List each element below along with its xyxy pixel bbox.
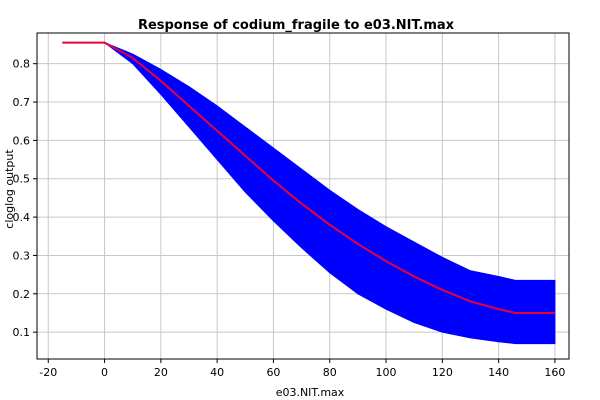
y-tick-label: 0.3 [13, 249, 31, 262]
x-tick-label: 160 [544, 366, 565, 379]
y-tick-label: 0.1 [13, 326, 31, 339]
x-tick-label: -20 [39, 366, 57, 379]
x-tick-label: 140 [488, 366, 509, 379]
plot-frame [36, 32, 570, 360]
mean-response-line [62, 41, 555, 314]
y-tick-label: 0.2 [13, 288, 31, 301]
x-tick-label: 60 [266, 366, 280, 379]
x-tick-label: 120 [432, 366, 453, 379]
x-tick-label: 40 [210, 366, 224, 379]
x-tick-label: 100 [376, 366, 397, 379]
chart-title: Response of codium_fragile to e03.NIT.ma… [138, 18, 455, 33]
y-tick-label: 0.8 [13, 58, 31, 71]
x-tick-label: 20 [154, 366, 168, 379]
y-axis-label: cloglog output [3, 149, 16, 229]
x-axis-ticks: -20 0 20 40 60 80 100 120 140 160 [39, 359, 565, 379]
y-tick-label: 0.7 [13, 96, 31, 109]
y-axis-ticks: 0.1 0.2 0.3 0.4 0.5 0.6 0.7 0.8 [13, 58, 37, 339]
y-tick-label: 0.5 [13, 173, 31, 186]
confidence-band [62, 42, 556, 345]
y-tick-label: 0.4 [13, 211, 31, 224]
x-tick-label: 0 [101, 366, 108, 379]
x-tick-label: 80 [323, 366, 337, 379]
y-tick-label: 0.6 [13, 134, 31, 147]
x-axis-label: e03.NIT.max [276, 386, 345, 399]
